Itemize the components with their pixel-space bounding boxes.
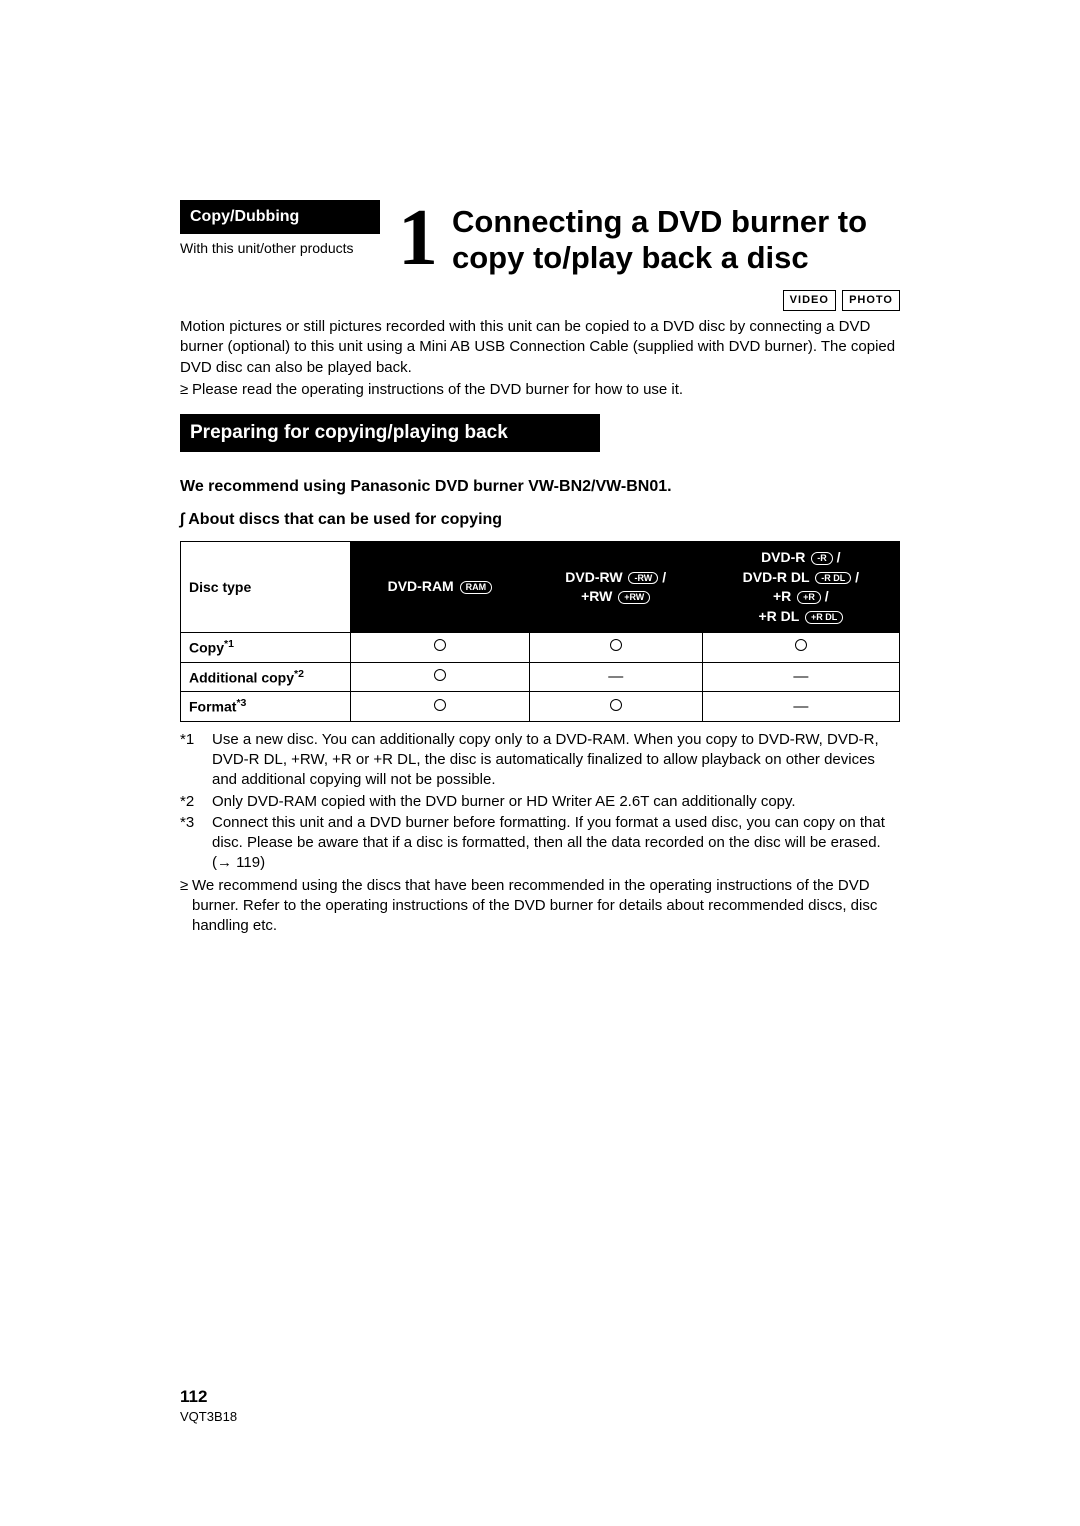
page-number: 112 [180,1386,237,1409]
footnote-label: *1 [180,730,212,791]
circle-icon [434,639,446,651]
page-title: Connecting a DVD burner to copy to/play … [452,204,900,275]
compat-cell: — [529,662,702,692]
category-badge: Copy/Dubbing [180,200,380,234]
subcategory-text: With this unit/other products [180,240,390,258]
table-row: Format*3 — [181,692,900,722]
circle-icon [610,699,622,711]
footnote-label: *3 [180,813,212,874]
footnote-text: Only DVD-RAM copied with the DVD burner … [212,792,900,812]
footnote-text: Use a new disc. You can additionally cop… [212,730,900,791]
compat-cell [702,633,899,663]
closing-bullet: ≥ We recommend using the discs that have… [180,876,900,937]
compat-cell [351,662,530,692]
circle-icon [610,639,622,651]
footnotes: *1Use a new disc. You can additionally c… [180,730,900,874]
photo-badge: PHOTO [842,290,900,311]
compat-cell [529,692,702,722]
square-bullet-icon: ∫ [180,511,184,528]
page-footer: 112 VQT3B18 [180,1386,237,1426]
col-dvd-ram: DVD-RAM RAM [351,541,530,632]
disc-compatibility-table: Disc type DVD-RAM RAM DVD-RW -RW / +RW +… [180,541,900,722]
footnote-row: *2Only DVD-RAM copied with the DVD burne… [180,792,900,812]
col-dvd-r: DVD-R -R / DVD-R DL -R DL / +R +R / +R D… [702,541,899,632]
intro-bullet: ≥ Please read the operating instructions… [180,380,900,400]
bullet-icon: ≥ [180,876,192,937]
about-heading: ∫ About discs that can be used for copyi… [180,509,900,531]
closing-bullet-text: We recommend using the discs that have b… [192,876,900,937]
bullet-icon: ≥ [180,380,192,400]
footnote-label: *2 [180,792,212,812]
row-label: Copy*1 [181,633,351,663]
row-label: Additional copy*2 [181,662,351,692]
video-badge: VIDEO [783,290,836,311]
intro-paragraph: Motion pictures or still pictures record… [180,317,900,378]
compat-cell [529,633,702,663]
page-header: Copy/Dubbing With this unit/other produc… [180,200,900,275]
intro-bullet-text: Please read the operating instructions o… [192,380,683,400]
compat-cell: — [702,692,899,722]
chapter-number: 1 [398,204,438,272]
doc-code: VQT3B18 [180,1408,237,1426]
footnote-row: *1Use a new disc. You can additionally c… [180,730,900,791]
recommend-line: We recommend using Panasonic DVD burner … [180,476,900,498]
circle-icon [795,639,807,651]
media-badges: VIDEO PHOTO [180,289,900,311]
row-label: Format*3 [181,692,351,722]
footnote-text: Connect this unit and a DVD burner befor… [212,813,900,874]
table-header-label: Disc type [181,541,351,632]
footnote-row: *3Connect this unit and a DVD burner bef… [180,813,900,874]
compat-cell: — [702,662,899,692]
compat-cell [351,633,530,663]
circle-icon [434,699,446,711]
section-banner: Preparing for copying/playing back [180,414,600,452]
col-dvd-rw: DVD-RW -RW / +RW +RW [529,541,702,632]
circle-icon [434,669,446,681]
table-row: Copy*1 [181,633,900,663]
table-row: Additional copy*2 —— [181,662,900,692]
compat-cell [351,692,530,722]
